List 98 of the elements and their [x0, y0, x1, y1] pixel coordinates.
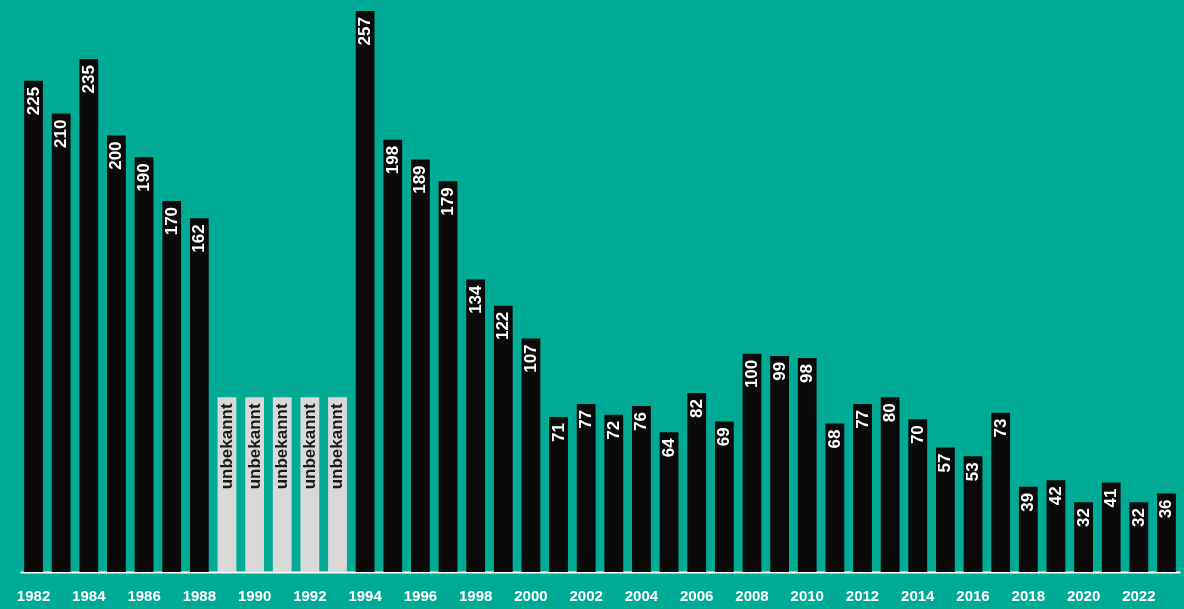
data-label: 179: [438, 187, 458, 216]
x-tick-label: 1994: [348, 586, 383, 604]
bar: [521, 338, 541, 572]
bar: [79, 59, 99, 572]
data-label: 72: [603, 420, 623, 440]
bar: [1101, 482, 1121, 572]
bar: [1074, 502, 1093, 572]
data-label: 225: [23, 86, 43, 116]
bar: [576, 403, 596, 572]
data-label: 210: [51, 119, 71, 148]
bar: [1018, 486, 1038, 572]
x-tick-label: 2006: [680, 586, 714, 604]
x-tick-label: 2016: [956, 586, 990, 604]
bar: [162, 200, 182, 572]
data-label: 64: [659, 437, 679, 458]
data-label: 257: [355, 17, 375, 46]
data-label: 100: [741, 359, 761, 389]
data-label: 36: [1156, 499, 1176, 519]
bar: [1129, 502, 1149, 572]
bar: [411, 159, 430, 572]
bar: [355, 11, 375, 572]
bar: [825, 423, 845, 572]
bar: [383, 139, 403, 572]
bar: [742, 353, 762, 572]
data-label: 107: [520, 344, 540, 373]
data-label: 200: [106, 141, 126, 170]
x-tick-label: 1998: [458, 586, 493, 604]
bar: [714, 421, 734, 572]
bar: [880, 397, 900, 572]
x-tick-label: 1996: [403, 586, 438, 604]
data-label: 99: [769, 361, 789, 381]
data-label: 235: [78, 65, 98, 94]
bar: [134, 157, 154, 572]
bar: [632, 406, 651, 572]
data-label: 42: [1045, 486, 1065, 506]
bar: [107, 135, 126, 572]
x-tick-label: 2008: [735, 586, 769, 604]
x-tick-label: 2000: [514, 586, 548, 604]
data-label: unbekannt: [327, 403, 347, 490]
x-tick-label: 1984: [72, 586, 107, 604]
bar: [24, 80, 43, 572]
x-tick-label: 1986: [127, 586, 161, 604]
bar: [466, 279, 486, 572]
data-label: 189: [410, 165, 430, 194]
x-tick-label: 1992: [293, 586, 327, 604]
bar: [770, 355, 789, 572]
bar: [797, 358, 817, 572]
bar: [493, 305, 513, 572]
bar: [991, 412, 1011, 572]
data-label: 77: [852, 409, 872, 429]
data-label: 76: [631, 412, 651, 432]
data-label: unbekannt: [216, 403, 236, 490]
bar: [936, 447, 955, 572]
x-tick-label: 1990: [237, 586, 272, 604]
data-label: 53: [963, 462, 983, 482]
data-label: 70: [907, 425, 927, 445]
x-tick-label: 2022: [1122, 586, 1156, 604]
data-label: 41: [1101, 488, 1121, 508]
bar: [51, 113, 71, 572]
bar: [189, 218, 209, 572]
x-tick-label: 2012: [845, 586, 880, 604]
data-label: unbekannt: [272, 403, 292, 490]
x-tick-label: 2010: [790, 586, 824, 604]
x-tick-label: 2020: [1066, 586, 1101, 604]
x-tick-label: 1982: [16, 586, 51, 604]
bar: [604, 414, 624, 572]
bar: [659, 432, 679, 572]
bar: [1157, 493, 1176, 572]
data-label: 122: [493, 311, 513, 341]
data-label: 162: [189, 224, 209, 253]
bar: [549, 417, 568, 572]
data-label: 134: [465, 284, 485, 314]
x-tick-label: 2004: [624, 586, 659, 604]
x-tick-label: 1988: [182, 586, 217, 604]
bar: [908, 419, 928, 572]
data-label: 198: [382, 145, 402, 175]
data-label: 190: [134, 163, 154, 192]
data-label: 39: [1018, 492, 1038, 512]
data-label: 82: [686, 399, 706, 418]
data-label: 57: [935, 453, 955, 473]
bar: [438, 181, 458, 572]
data-label: 32: [1073, 508, 1093, 528]
data-label: 69: [714, 427, 734, 447]
data-label: 170: [161, 206, 181, 236]
data-label: unbekannt: [299, 403, 319, 490]
data-label: unbekannt: [244, 403, 264, 490]
x-tick-label: 2018: [1011, 586, 1045, 604]
x-tick-label: 2014: [901, 586, 936, 604]
data-label: 71: [548, 423, 568, 442]
data-label: 68: [824, 429, 844, 449]
bar: [687, 393, 707, 572]
data-label: 77: [576, 409, 596, 429]
data-label: 73: [990, 418, 1010, 438]
data-label: 80: [880, 403, 900, 423]
data-label: 32: [1128, 508, 1148, 528]
bar: [853, 403, 872, 572]
data-label: 98: [797, 364, 817, 383]
x-tick-label: 2002: [569, 586, 603, 604]
